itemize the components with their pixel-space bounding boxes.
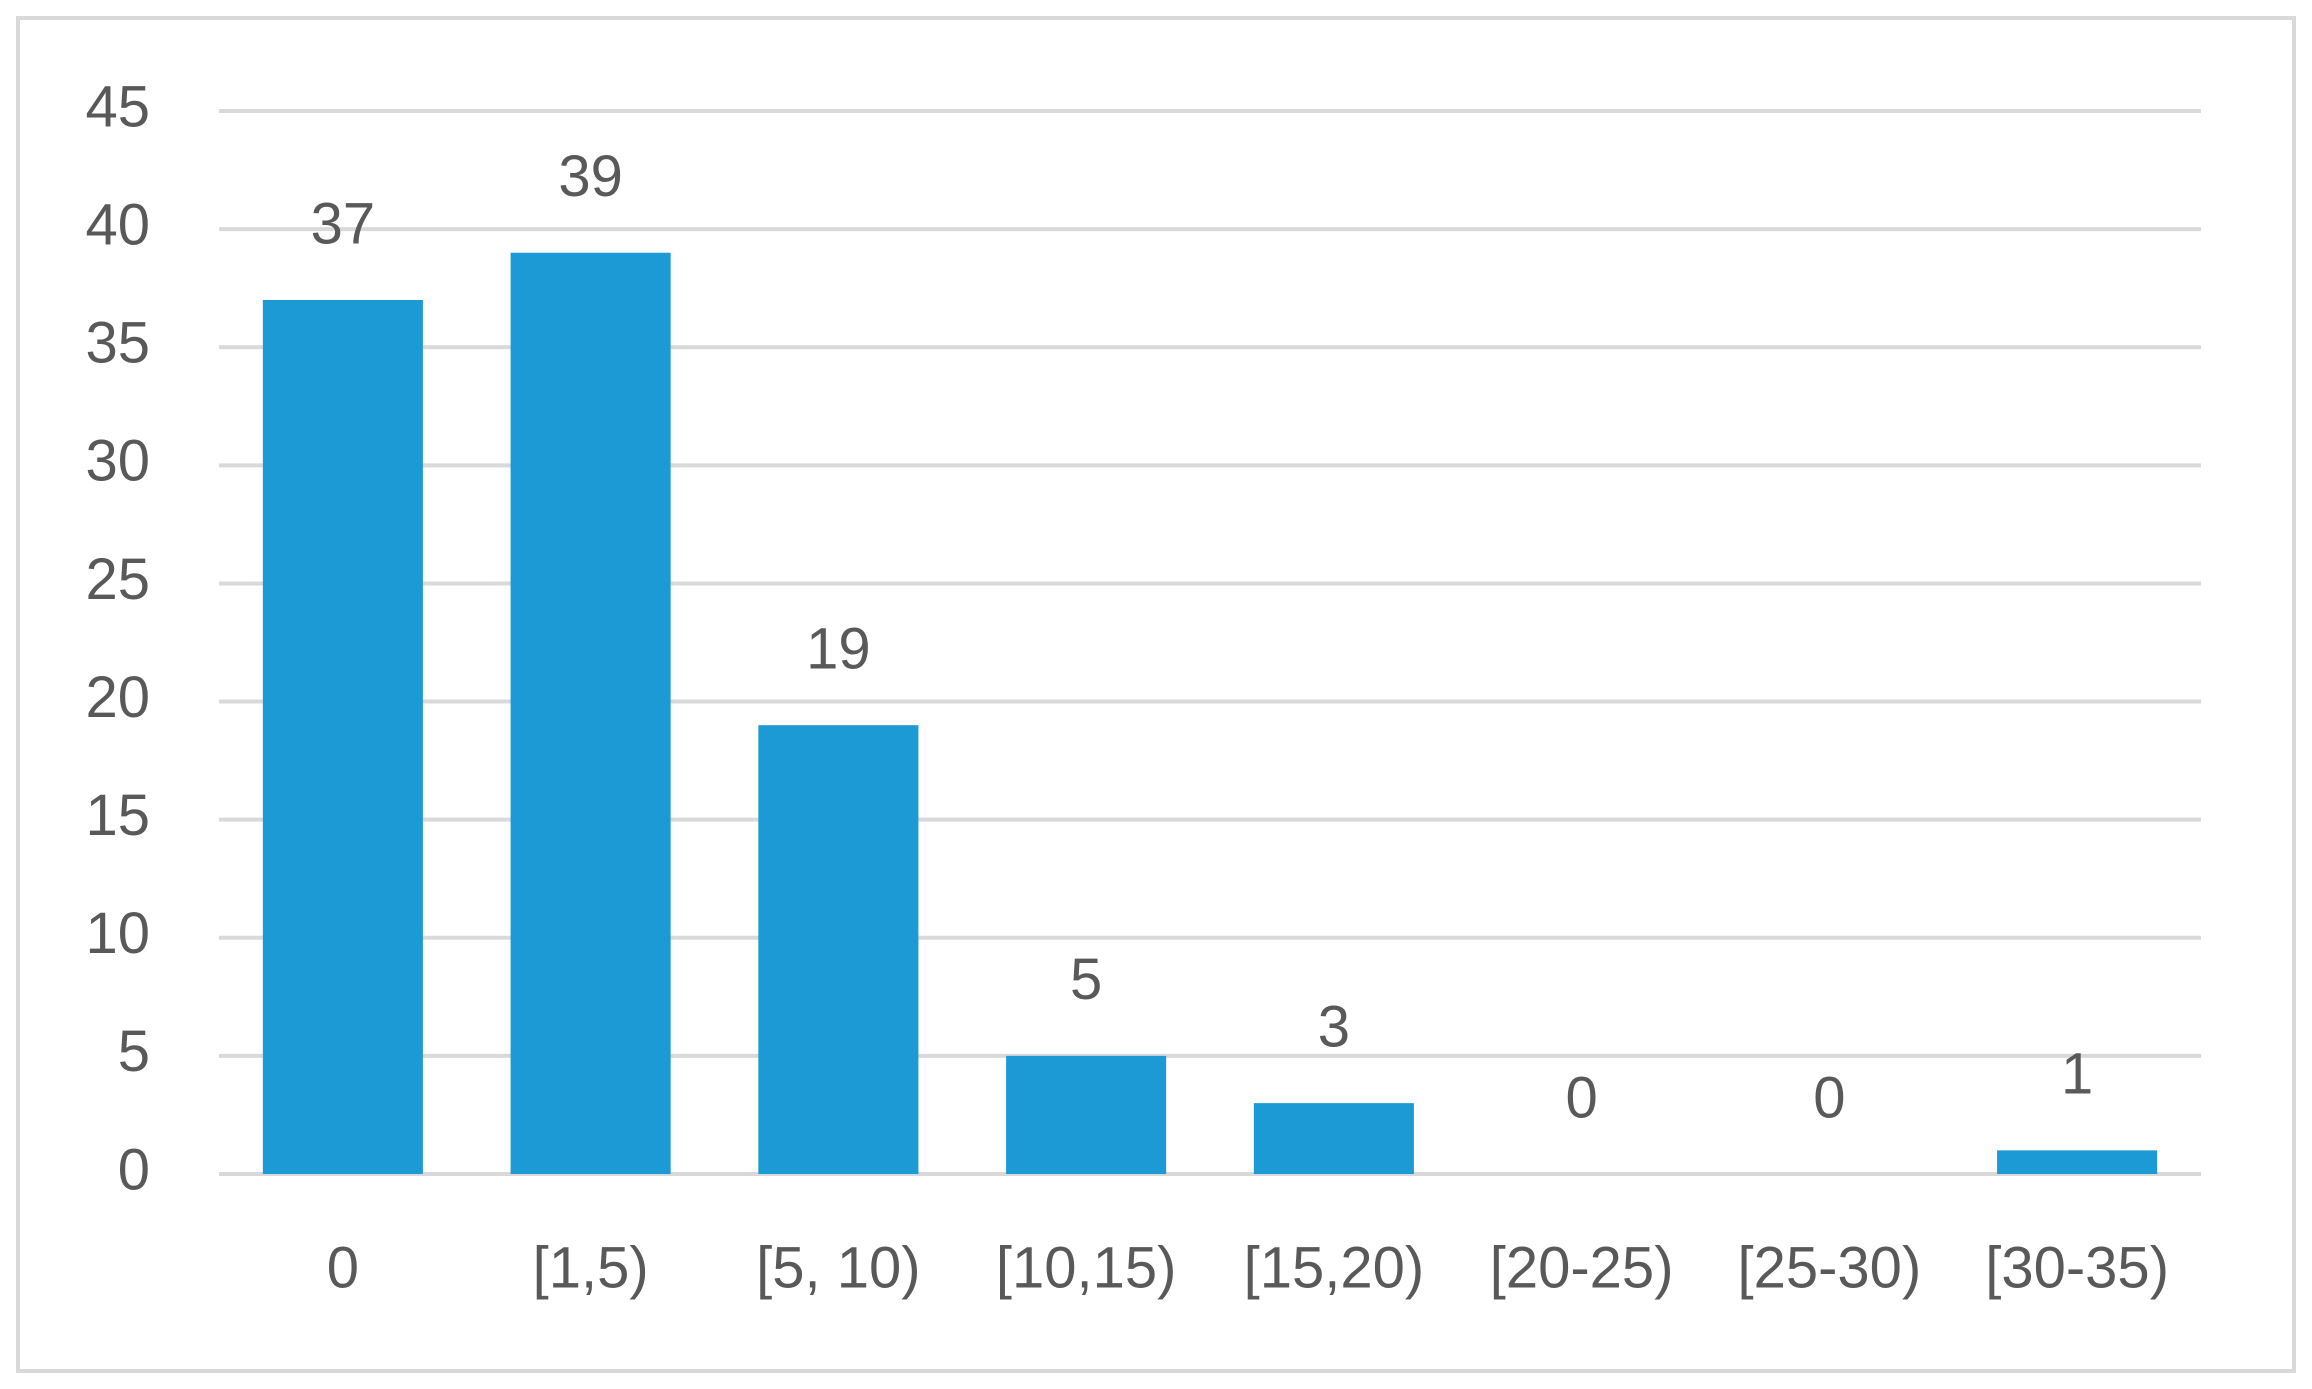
x-tick-label: [20-25): [1490, 1235, 1674, 1300]
x-tick-label: [10,15): [996, 1235, 1177, 1300]
data-label: 19: [806, 617, 871, 682]
y-tick-label: 5: [118, 1019, 150, 1084]
data-label: 3: [1318, 994, 1350, 1059]
bar: [510, 252, 671, 1174]
bar: [1253, 1103, 1414, 1174]
y-tick-label: 25: [85, 547, 150, 612]
x-tick-label: [5, 10): [756, 1235, 920, 1300]
x-tick-label: [25-30): [1737, 1235, 1921, 1300]
data-label: 5: [1070, 947, 1102, 1012]
data-label: 37: [311, 191, 376, 256]
bar: [262, 299, 423, 1174]
y-tick-label: 0: [118, 1137, 150, 1202]
y-tick-label: 35: [85, 311, 150, 376]
bar: [1006, 1055, 1167, 1174]
y-tick-label: 30: [85, 429, 150, 494]
bar: [758, 725, 919, 1174]
y-tick-label: 45: [85, 74, 150, 139]
y-tick-label: 15: [85, 783, 150, 848]
x-tick-label: [30-35): [1985, 1235, 2169, 1300]
y-tick-label: 20: [85, 665, 150, 730]
y-tick-label: 10: [85, 901, 150, 966]
x-tick-label: 0: [327, 1235, 359, 1300]
data-label: 1: [2061, 1042, 2093, 1107]
x-tick-label: [1,5): [533, 1235, 649, 1300]
data-label: 39: [558, 144, 623, 209]
data-label: 0: [1565, 1065, 1597, 1130]
data-label: 0: [1813, 1065, 1845, 1130]
bar: [1997, 1150, 2158, 1174]
x-tick-label: [15,20): [1244, 1235, 1425, 1300]
y-tick-label: 40: [85, 192, 150, 257]
